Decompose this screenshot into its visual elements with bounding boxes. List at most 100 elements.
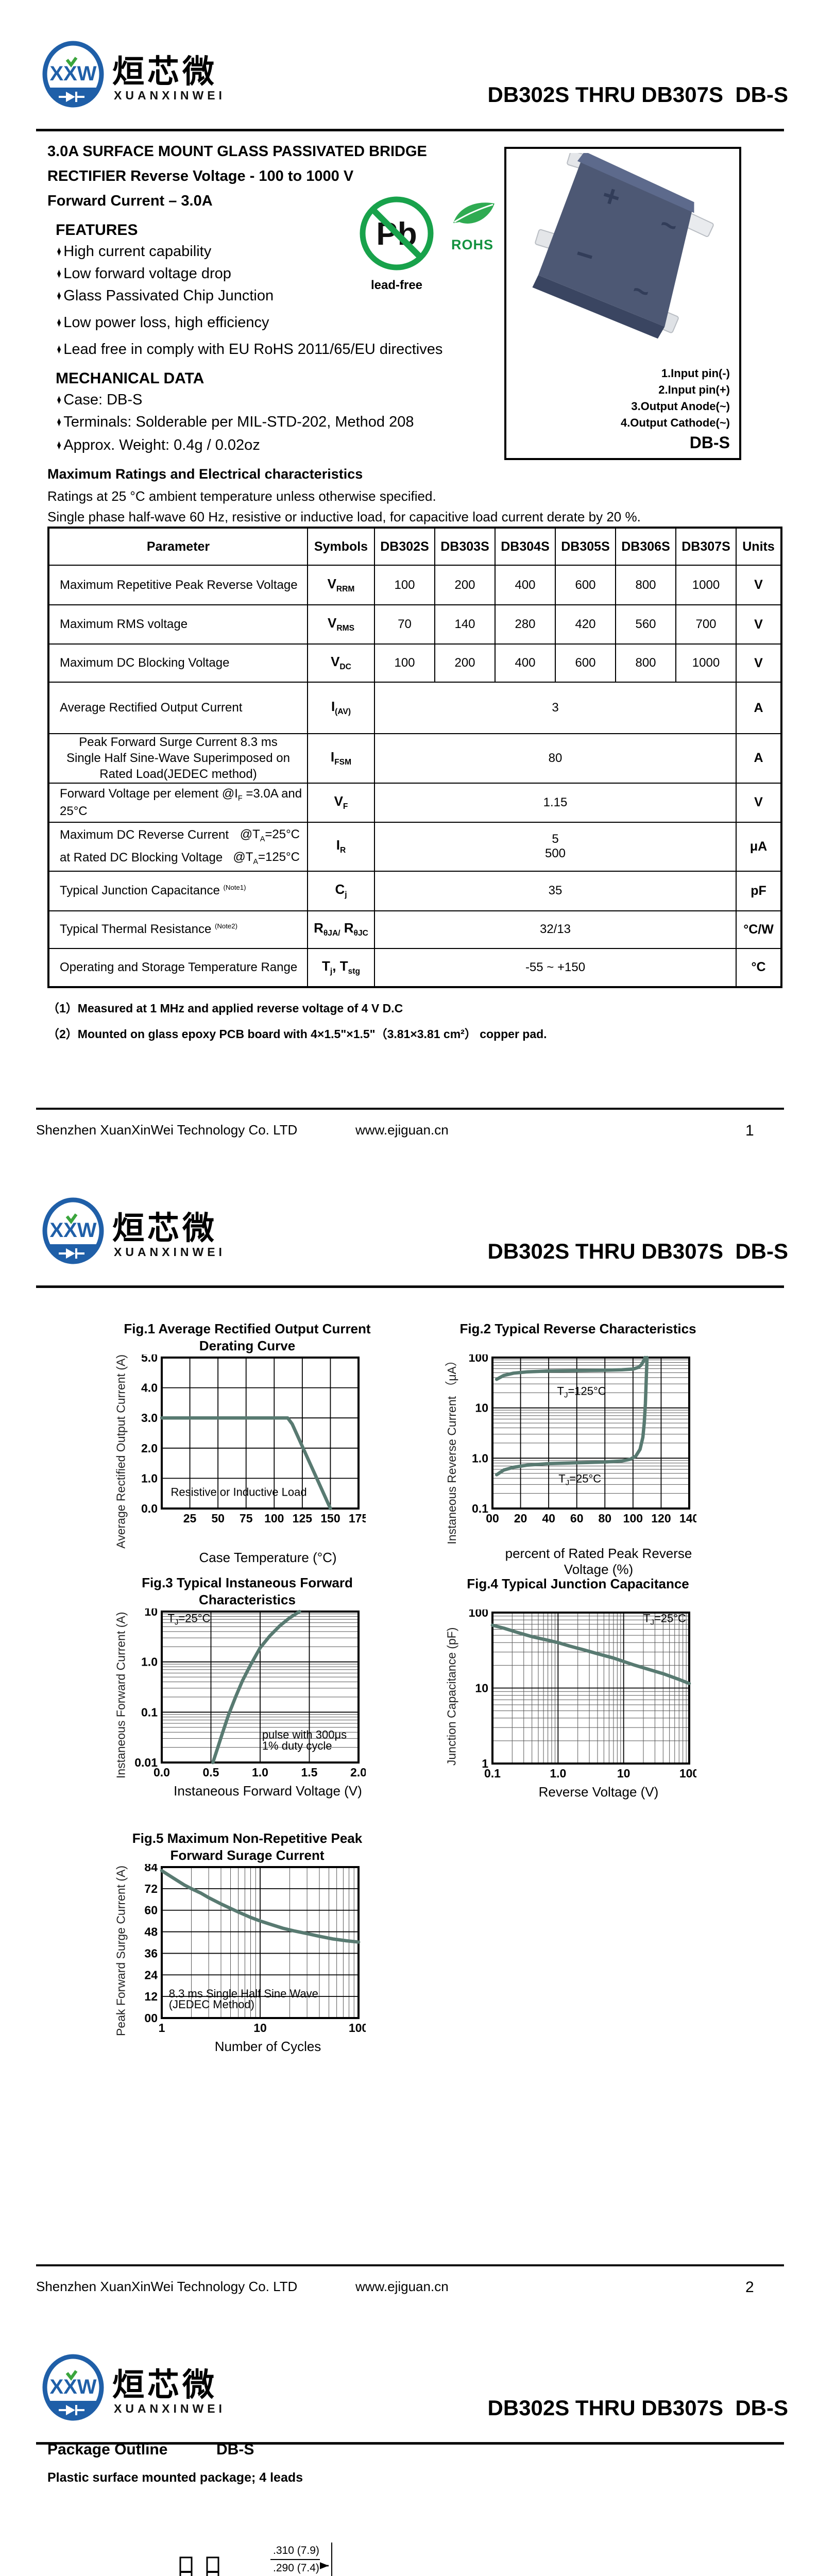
doc-title: DB302S THRU DB307S DB-S — [487, 82, 789, 107]
fig5-annotation: 8.3 ms Single Half Sine Wave — [169, 1987, 318, 2000]
svg-text:1.5: 1.5 — [301, 1766, 318, 1779]
brand-logo-icon: XXW — [42, 1197, 104, 1264]
ratings-table-mount: Parameter Symbols DB302S DB303S DB304S DB305S… — [47, 527, 782, 988]
svg-text:10: 10 — [475, 1401, 488, 1415]
svg-text:24: 24 — [144, 1968, 158, 1981]
dim-body-width-outer: .310 (7.9) .290 (7.4) — [270, 2543, 320, 2576]
fig1-plot: 25 50 75 100 125 150 175 0.0 1.0 2.0 3.0 4.0 5.0 Resi… — [141, 1354, 366, 1525]
svg-text:10: 10 — [253, 2021, 267, 2035]
ratings-value: 5 500 — [374, 821, 737, 872]
ratings-symbol: VDC — [307, 643, 375, 683]
footer-rule — [36, 1108, 784, 1110]
mech-title: MECHANICAL DATA — [56, 370, 204, 387]
fig1-ylabel: Average Rectified Output Current (A) — [114, 1354, 128, 1549]
ratings-value: -55 ~ +150 — [374, 947, 737, 988]
doc-title: DB302S THRU DB307S DB-S — [487, 1239, 789, 1263]
feature-text: Glass Passivated Chip Junction — [63, 287, 274, 304]
fig3-curve-0 — [211, 1609, 301, 1765]
svg-text:100: 100 — [349, 2021, 366, 2035]
header-rule — [36, 129, 784, 131]
feature-item: Low forward voltage drop — [56, 265, 231, 282]
fig2: Fig.2 Typical Reverse Characteristics In… — [444, 1320, 712, 1578]
fig3: Fig.3 Typical Instaneous Forward Charact… — [113, 1574, 381, 1799]
fig5-title: Fig.5 Maximum Non-Repetitive Peak Forwar… — [132, 1831, 363, 1863]
ratings-unit: V — [736, 565, 782, 605]
ratings-parameter: Average Rectified Output Current — [48, 682, 308, 734]
ratings-symbol: RθJA/ RθJC — [307, 910, 375, 949]
ratings-value: 600 — [555, 643, 616, 683]
ratings-row: Forward Voltage per element @IF =3.0A an… — [48, 782, 782, 823]
ratings-value: 1000 — [675, 643, 737, 683]
fig4-title: Fig.4 Typical Junction Capacitance — [467, 1576, 689, 1591]
brand-name-cn: 烜芯微 — [112, 54, 218, 90]
note-1: （1）Measured at 1 MHz and applied reverse… — [47, 1002, 403, 1015]
brand-logo: XXW — [41, 40, 106, 112]
fig3-annotation: pulse with 300μs — [262, 1728, 347, 1741]
ratings-unit: A — [736, 733, 782, 784]
outline-case: DB-S — [216, 2441, 254, 2458]
svg-text:36: 36 — [144, 1946, 158, 1960]
fig1-curve-0 — [160, 1416, 332, 1511]
fig2-annotation: TJ=25°C — [558, 1472, 601, 1487]
fig2-curve-1 — [495, 1355, 649, 1477]
ratings-row: Maximum RMS voltage VRMS 70 140 280 420 560 700… — [48, 604, 782, 645]
fig1-annotation: Resistive or Inductive Load — [171, 1485, 306, 1498]
ratings-value: 400 — [495, 565, 556, 605]
mech-item: Case: DB-S — [56, 392, 142, 409]
svg-text:1: 1 — [482, 1757, 488, 1770]
ratings-header: DB302S — [374, 527, 435, 566]
brand-name-en: XUANXINWEI — [114, 2402, 226, 2415]
ratings-header: DB304S — [495, 527, 556, 566]
fig1-title: Fig.1 Average Rectified Output Current D… — [124, 1321, 371, 1353]
footer-company: Shenzhen XuanXinWei Technology Co. LTD — [36, 2279, 298, 2294]
svg-text:1.0: 1.0 — [472, 1451, 488, 1465]
svg-text:0.0: 0.0 — [154, 1766, 170, 1779]
feature-text: Low forward voltage drop — [63, 265, 231, 282]
brand-name-cn: 烜芯微 — [112, 1211, 218, 1246]
svg-text:100: 100 — [679, 1767, 696, 1780]
svg-text:48: 48 — [144, 1925, 158, 1939]
ratings-symbol: VRRM — [307, 565, 375, 605]
fig2-x-ticks: 00 20 40 60 80 100 120 140 — [486, 1512, 696, 1525]
outline-drawing-top: − + ~ ~ — [179, 2543, 332, 2576]
outline-subtitle: Plastic surface mounted package; 4 leads — [47, 2470, 303, 2485]
svg-text:00: 00 — [486, 1512, 499, 1525]
ratings-row: Operating and Storage Temperature Range T… — [48, 947, 782, 988]
ratings-sub2: Single phase half-wave 60 Hz, resistive … — [47, 509, 641, 524]
fig5-xlabel: Number of Cycles — [214, 2039, 321, 2054]
svg-text:0.1: 0.1 — [472, 1502, 488, 1515]
ratings-header: DB305S — [555, 527, 616, 566]
svg-text:25: 25 — [183, 1512, 197, 1525]
ratings-row: Typical Junction Capacitance (Note1) Cj 35… — [48, 870, 782, 911]
svg-text:00: 00 — [144, 2011, 158, 2025]
page-number: 2 — [745, 2279, 754, 2296]
svg-text:100: 100 — [469, 1354, 488, 1364]
mech-text: Case: DB-S — [63, 392, 143, 408]
svg-text:175: 175 — [349, 1512, 366, 1525]
fig2-y-ticks: 0.1 1.0 10 100 — [469, 1354, 489, 1515]
fig1-x-ticks: 25 50 75 100 125 150 175 — [183, 1512, 366, 1525]
ratings-parameter: Forward Voltage per element @IF =3.0A an… — [48, 782, 308, 823]
fig4-ylabel: Junction Capacitance (pF) — [445, 1627, 458, 1766]
svg-text:50: 50 — [211, 1512, 225, 1525]
fig2-title: Fig.2 Typical Reverse Characteristics — [459, 1321, 696, 1336]
leadfree-label: lead-free — [370, 278, 423, 292]
footer-url[interactable]: www.ejiguan.cn — [355, 2279, 449, 2294]
fig4-y-ticks: 1 10 100 — [469, 1609, 489, 1770]
ratings-value: 100 — [374, 643, 435, 683]
ratings-header: DB306S — [615, 527, 676, 566]
mech-text: Terminals: Solderable per MIL-STD-202, M… — [63, 414, 414, 430]
mech-text: Approx. Weight: 0.4g / 0.02oz — [63, 437, 260, 453]
footer-url[interactable]: www.ejiguan.cn — [355, 1122, 449, 1138]
note-2: （2）Mounted on glass epoxy PCB board with… — [47, 1027, 547, 1041]
headline-2: RECTIFIER Reverse Voltage - 100 to 1000 … — [47, 168, 354, 184]
ratings-header: DB307S — [675, 527, 737, 566]
ratings-value: 800 — [615, 643, 676, 683]
ratings-header: Symbols — [307, 527, 375, 566]
ratings-unit: °C — [736, 947, 782, 988]
ratings-symbol: IFSM — [307, 733, 375, 784]
fig4-plot: 0.1 1.0 10 100 1 10 100 TJ=25°C — [469, 1609, 696, 1780]
svg-text:12: 12 — [144, 1990, 158, 2003]
ratings-value: 560 — [615, 604, 676, 645]
ratings-symbol: Tj, Tstg — [307, 947, 375, 988]
